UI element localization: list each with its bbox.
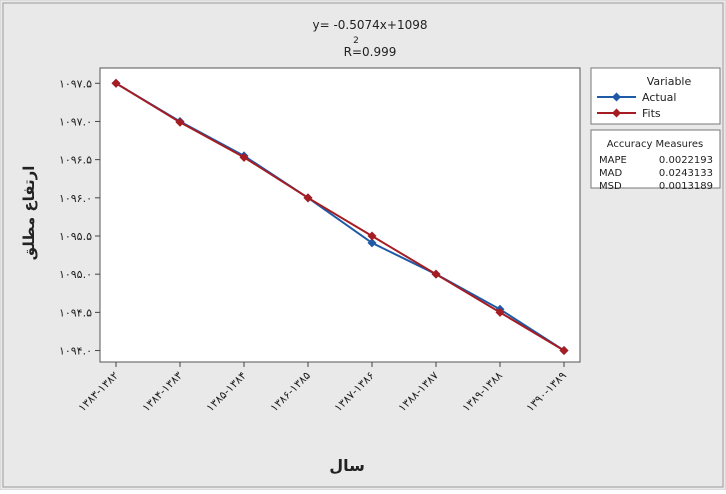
y-tick-label: ۱۰۹۶.۰ (59, 192, 92, 205)
legend-fits-marker (612, 108, 621, 118)
accuracy-value-msd: 0.0013189 (659, 181, 713, 192)
accuracy-value-mad: 0.0243133 (659, 168, 713, 179)
y-axis-title: ارتفاع مطلق (20, 166, 38, 261)
y-tick-label: ۱۰۹۷.۰ (59, 115, 92, 128)
data-point-fits (111, 78, 121, 88)
y-tick-label: ۱۰۹۶.۵ (59, 154, 92, 167)
y-axis: ۱۰۹۴.۰ ۱۰۹۴.۵ ۱۰۹۵.۰ ۱۰۹۵.۵ ۱۰۹۶.۰ ۱۰۹۶.۵ ۱۰۹۷… (59, 77, 100, 358)
data-point-fits (239, 152, 249, 162)
legend-fits-label: Fits (642, 107, 661, 120)
y-tick-label: ۱۰۹۷.۵ (59, 77, 92, 90)
y-tick-label: ۱۰۹۵.۰ (59, 268, 92, 281)
accuracy-box: Accuracy Measures MAPE 0.0022193 MAD 0.0… (590, 129, 721, 192)
x-axis-title: سال (329, 456, 365, 475)
legend-actual-marker (612, 92, 621, 102)
legend-actual-label: Actual (642, 91, 676, 104)
r2-text: R=0.999 (344, 45, 397, 59)
y-tick-label: ۱۰۹۵.۵ (59, 230, 92, 243)
data-point-actual (367, 238, 377, 248)
series-line-fits (115, 82, 565, 352)
accuracy-label-msd: MSD (599, 181, 622, 192)
legend-title: Variable (647, 75, 692, 88)
legend-box: Variable Actual Fits (590, 67, 721, 125)
accuracy-title: Accuracy Measures (607, 139, 704, 150)
y-tick-label: ۱۰۹۴.۵ (59, 306, 92, 319)
equation-text: y= -0.5074x+1098 (313, 18, 428, 32)
data-point-fits (175, 117, 185, 127)
accuracy-label-mape: MAPE (599, 155, 627, 166)
accuracy-value-mape: 0.0022193 (659, 155, 713, 166)
data-point-fits (559, 346, 569, 356)
data-point-fits (303, 193, 313, 203)
data-point-fits (495, 307, 505, 317)
series-layer (111, 78, 569, 356)
data-point-fits (367, 231, 377, 241)
y-tick-label: ۱۰۹۴.۰ (59, 345, 92, 358)
data-point-fits (431, 269, 441, 279)
r2-superscript: 2 (353, 36, 359, 46)
accuracy-frame (590, 129, 721, 189)
accuracy-label-mad: MAD (599, 168, 622, 179)
